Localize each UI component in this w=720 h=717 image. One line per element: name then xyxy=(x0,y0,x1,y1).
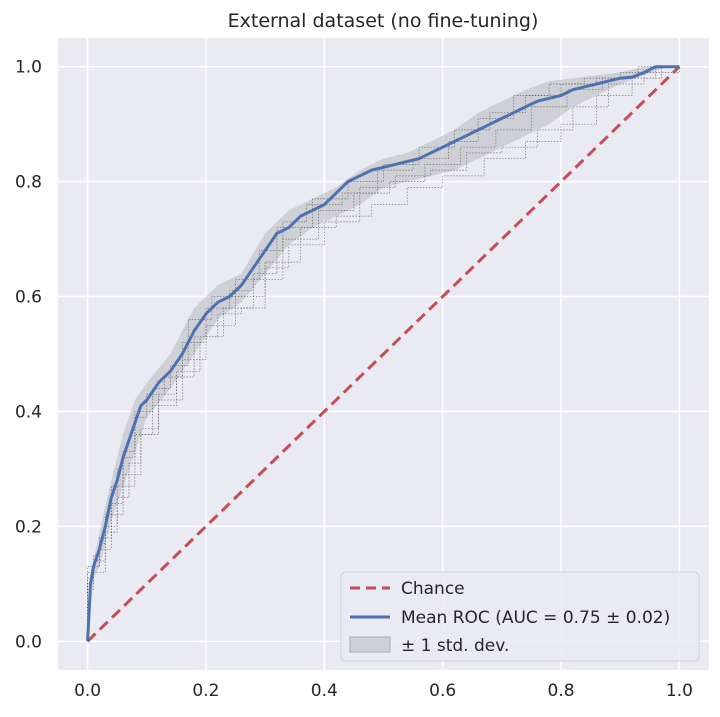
x-axis-ticks: 0.0 0.2 0.4 0.6 0.8 1.0 xyxy=(74,681,693,701)
std-band xyxy=(87,66,680,642)
legend-band-swatch xyxy=(349,636,391,653)
legend-box xyxy=(340,571,700,662)
chart-title: External dataset (no fine-tuning) xyxy=(228,10,539,32)
legend-mean-label: Mean ROC (AUC = 0.75 ± 0.02) xyxy=(401,608,670,628)
fold-roc-curve xyxy=(87,66,680,642)
fold-roc-curve xyxy=(87,66,680,642)
std-band-layer xyxy=(87,66,680,642)
x-tick-label: 0.6 xyxy=(429,681,456,701)
x-tick-label: 0.0 xyxy=(74,681,101,701)
chance-line-layer xyxy=(86,65,681,643)
x-tick-label: 0.4 xyxy=(311,681,338,701)
y-tick-label: 0.2 xyxy=(15,517,42,537)
fold-roc-curve xyxy=(87,66,680,642)
y-tick-label: 0.8 xyxy=(15,173,42,193)
chance-line xyxy=(86,65,681,643)
mean-roc-layer xyxy=(86,65,680,642)
legend-chance-label: Chance xyxy=(401,579,465,599)
x-tick-label: 0.2 xyxy=(192,681,219,701)
y-tick-label: 0.4 xyxy=(15,402,42,422)
y-axis-ticks: 0.0 0.2 0.4 0.6 0.8 1.0 xyxy=(15,58,42,653)
mean-roc-line xyxy=(86,65,680,642)
legend-band-label: ± 1 std. dev. xyxy=(401,636,509,656)
legend: Chance Mean ROC (AUC = 0.75 ± 0.02) ± 1 … xyxy=(340,571,700,662)
y-tick-label: 0.0 xyxy=(15,632,42,652)
x-tick-label: 0.8 xyxy=(548,681,575,701)
x-tick-label: 1.0 xyxy=(666,681,693,701)
y-tick-label: 0.6 xyxy=(15,288,42,308)
fold-roc-curve xyxy=(87,66,680,642)
fold-roc-curve xyxy=(87,66,680,642)
fold-curves-layer xyxy=(87,66,680,642)
y-tick-label: 1.0 xyxy=(15,58,42,78)
